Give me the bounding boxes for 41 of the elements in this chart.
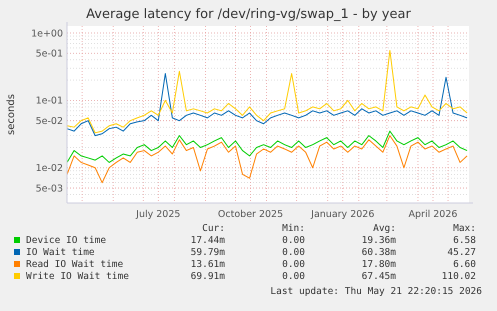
text: Max: xyxy=(453,223,476,234)
legend-label: IO Wait time xyxy=(26,247,95,258)
text: 17.80m xyxy=(362,259,396,270)
text: Last update: Thu May 21 22:20:15 2026 xyxy=(270,286,482,297)
line-series xyxy=(66,135,468,184)
text: 0.00 xyxy=(282,247,306,258)
legend-label: Read IO Wait time xyxy=(26,259,124,270)
line-series xyxy=(66,50,468,134)
text: 6.60 xyxy=(453,259,476,270)
line-series xyxy=(66,73,468,136)
y-axis-title: seconds xyxy=(6,94,17,135)
legend-label: Write IO Wait time xyxy=(26,271,130,282)
x-tick-label: January 2026 xyxy=(310,209,374,220)
text: 0.00 xyxy=(282,259,306,270)
text: Min: xyxy=(282,223,305,234)
y-tick-label: 1e-01 xyxy=(36,96,63,107)
text: 45.27 xyxy=(447,247,476,258)
text: 67.45m xyxy=(362,271,396,282)
text: 0.00 xyxy=(282,235,306,246)
legend-label: Device IO time xyxy=(26,235,106,246)
text: 69.91m xyxy=(190,271,226,282)
text: Avg: xyxy=(373,223,396,234)
text: 13.61m xyxy=(190,259,226,270)
y-tick-label: 5e-01 xyxy=(36,48,63,60)
line-series xyxy=(66,130,468,163)
text: 0.00 xyxy=(282,271,306,282)
text: 19.36m xyxy=(362,235,396,246)
x-tick-label: July 2025 xyxy=(135,209,180,220)
y-tick-label: 5e-03 xyxy=(36,183,63,194)
text: 110.02 xyxy=(442,271,476,282)
text: 59.79m xyxy=(190,247,226,258)
y-tick-label: 5e-02 xyxy=(36,116,63,127)
text: 17.44m xyxy=(190,235,226,246)
x-tick-label: April 2026 xyxy=(408,209,458,220)
chart-title: Average latency for /dev/ring-vg/swap_1 - by year xyxy=(86,7,412,22)
text: 6.58 xyxy=(453,235,476,246)
y-tick-label: 1e-02 xyxy=(36,163,63,174)
x-tick-label: October 2025 xyxy=(218,209,284,220)
text: 60.38m xyxy=(362,247,396,258)
y-tick-label: 1e+00 xyxy=(31,28,63,40)
text: Cur: xyxy=(202,223,225,234)
